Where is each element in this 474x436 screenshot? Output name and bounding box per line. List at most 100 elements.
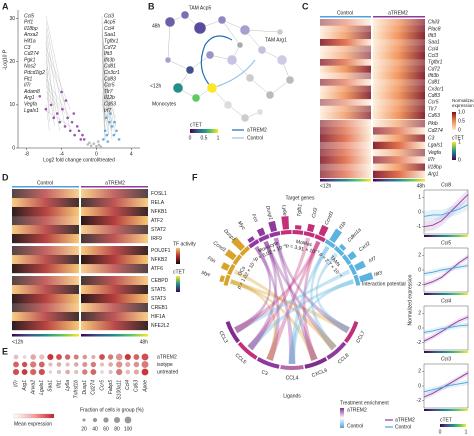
gene-label: Ifit3b	[104, 57, 115, 63]
target-label: Ccnd1	[324, 210, 336, 226]
node	[223, 100, 233, 110]
gene-label: Dusp1	[82, 380, 88, 395]
node	[226, 54, 238, 66]
legend-title: cTET	[452, 135, 464, 141]
chord	[266, 240, 321, 362]
y-tick-label: 1	[418, 195, 421, 201]
time-label: 48h	[417, 183, 426, 189]
heat-row	[373, 127, 425, 135]
heat-row	[373, 99, 425, 106]
node	[191, 93, 201, 103]
ribbon	[424, 379, 468, 395]
dot	[99, 354, 105, 360]
point	[55, 112, 59, 115]
target-arc	[348, 263, 357, 276]
panel-label: F	[192, 172, 198, 182]
chord	[315, 252, 350, 334]
point	[108, 120, 111, 124]
gene-label: Ccl5	[24, 13, 34, 19]
heat-row	[320, 105, 371, 113]
colorbar	[176, 248, 180, 264]
tf-label: NFE2L2	[151, 323, 170, 329]
chord	[254, 245, 280, 362]
y-axis-label: Normalized expression	[407, 274, 413, 325]
leader	[45, 53, 66, 105]
heat-row	[81, 207, 148, 217]
group-label: aTREM2	[105, 180, 125, 186]
point	[44, 107, 48, 111]
ligand-arc	[326, 341, 347, 360]
gene-label: Ccr5	[104, 83, 115, 89]
heat-row	[12, 246, 79, 256]
colorbar	[452, 142, 456, 160]
gene-label: Cx3cr1	[428, 86, 444, 92]
heat-row	[320, 45, 371, 53]
heat-row	[12, 276, 79, 286]
panel-label: E	[2, 346, 8, 356]
gene-label: S100a11	[117, 380, 123, 400]
time-label: 48h	[152, 23, 161, 29]
line	[423, 316, 469, 342]
point	[70, 120, 74, 124]
chord	[234, 269, 351, 334]
dot	[133, 369, 139, 375]
heat-row	[81, 189, 148, 199]
target-bar	[329, 228, 343, 243]
tf-label: POU2F1	[151, 248, 171, 254]
edge	[244, 29, 281, 33]
plot-title: Ccl5	[441, 240, 451, 246]
dot	[65, 369, 70, 375]
legend-title: Mean expression	[14, 421, 52, 427]
heat-row	[12, 216, 79, 226]
node	[205, 50, 215, 60]
colorbar-tick: 1	[217, 135, 220, 141]
y-axis-label: -Log10 P	[2, 49, 8, 70]
size-key-label: 100	[124, 426, 133, 432]
heat-row	[81, 216, 148, 226]
dot	[12, 368, 20, 376]
ribbon	[424, 199, 468, 222]
y-tick-label: 0	[418, 267, 421, 273]
gene-label: Chil3	[428, 20, 440, 26]
gene-label: Anxa2	[23, 32, 38, 38]
heat-row	[320, 134, 371, 142]
legend-title: cTET	[190, 122, 202, 128]
time-label: <12h	[150, 83, 161, 89]
x-axis-label: Log2 fold change control/treated	[43, 157, 115, 163]
heat-row	[373, 149, 425, 157]
gene-label: Lgals1	[428, 143, 443, 149]
heat-row	[81, 255, 148, 265]
point	[102, 138, 105, 141]
chord	[230, 279, 278, 362]
y-tick-label: 2	[418, 311, 421, 317]
colorbar-tick: 0	[439, 429, 442, 435]
dot	[124, 353, 131, 361]
gene-label: Cd72	[428, 66, 440, 72]
colorbar	[13, 413, 55, 419]
dot	[39, 354, 45, 360]
gene-label: Lgals1	[39, 380, 45, 395]
group-label: Control	[37, 180, 53, 186]
gene-label: Vegfa	[24, 102, 37, 108]
y-tick-label: -2	[417, 282, 422, 288]
dot	[48, 370, 53, 374]
legend-title: cTET	[173, 269, 185, 275]
tf-label: RELA	[151, 200, 165, 206]
group-label: Control	[337, 10, 353, 16]
legend-label: aTREM2	[395, 417, 415, 423]
target-bar	[318, 224, 329, 237]
leader	[45, 72, 50, 123]
target-arc	[227, 263, 236, 276]
gene-label: Apoe	[142, 380, 148, 393]
trajectory	[200, 35, 233, 89]
gene-label: C3	[428, 135, 435, 141]
node	[185, 65, 195, 75]
point	[63, 125, 67, 128]
point	[73, 133, 76, 137]
colorbar	[452, 112, 456, 130]
target-label: Irf7	[368, 256, 377, 265]
legend-title: Treatment enrichment	[340, 400, 389, 406]
point	[106, 140, 110, 143]
point	[88, 141, 91, 145]
legend-label: Control	[395, 424, 411, 430]
